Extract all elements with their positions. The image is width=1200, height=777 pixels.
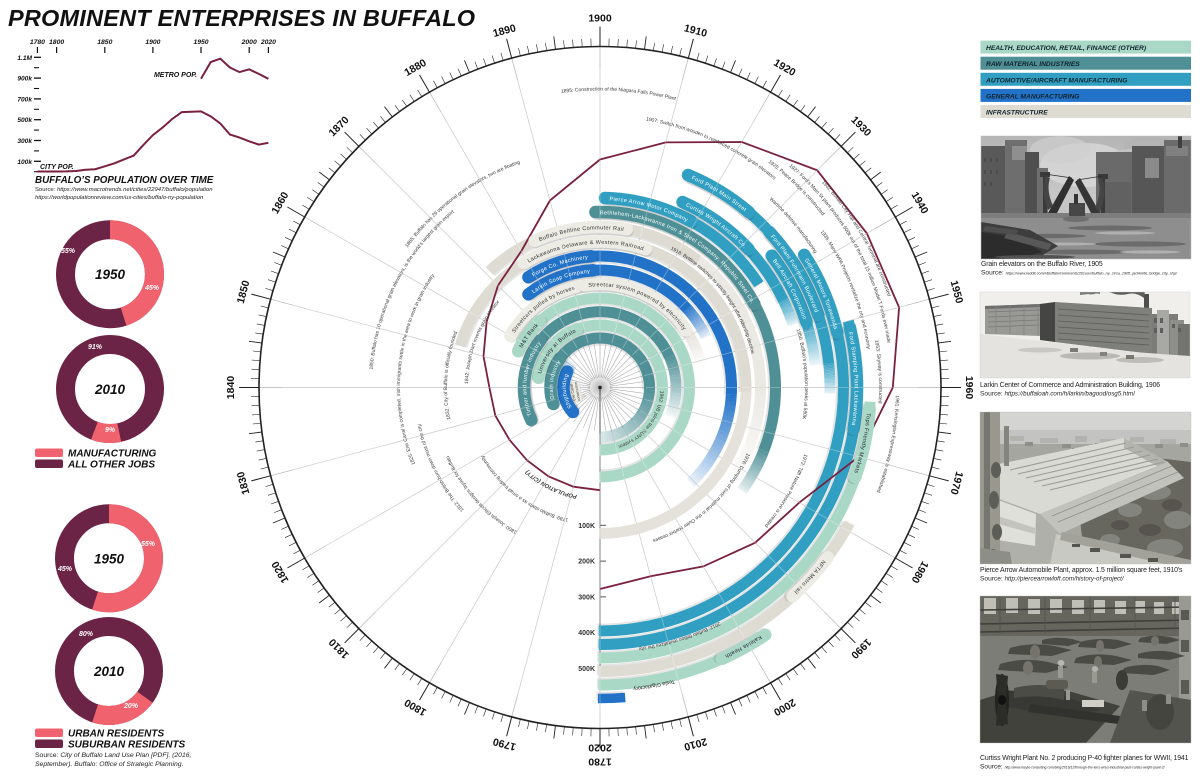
svg-text:Shipbuilding: Shipbuilding (562, 373, 574, 409)
svg-text:Larkin Center of Commerce and: Larkin Center of Commerce and Administra… (980, 382, 1160, 389)
svg-text:POPULATION (CITY): POPULATION (CITY) (525, 468, 578, 499)
svg-text:1961: Kensington Expressway is: 1961: Kensington Expressway is establish… (875, 395, 900, 493)
svg-text:2010: 2010 (94, 382, 126, 397)
svg-text:1890: 1890 (492, 22, 518, 40)
svg-text:1865: Buffalo has 29 operation: 1865: Buffalo has 29 operational grain e… (404, 159, 521, 248)
svg-text:45%: 45% (57, 566, 73, 573)
svg-text:Source: https://www.reddit.com: Source: https://www.reddit.com/r/Buffalo… (981, 270, 1178, 277)
svg-text:1840: 1840 (225, 376, 237, 400)
svg-text:300K: 300K (578, 594, 595, 601)
svg-text:100k: 100k (17, 159, 32, 166)
svg-text:September). Buffalo: Office of: September). Buffalo: Office of Strategic… (35, 761, 184, 768)
svg-text:Source: https://buffaloah.com/: Source: https://buffaloah.com/h/larkin/b… (980, 391, 1135, 398)
svg-text:1960: 1960 (963, 376, 975, 400)
svg-text:PROMINENT ENTERPRISES IN BUFFA: PROMINENT ENTERPRISES IN BUFFALO (8, 5, 475, 31)
svg-text:1932: Buffalo City Hall and Ce: 1932: Buffalo City Hall and Central Term… (820, 180, 892, 298)
svg-text:2010: 2010 (682, 735, 708, 753)
svg-text:1953: Skyway is constructed: 1953: Skyway is constructed (873, 340, 883, 404)
svg-text:METRO POP.: METRO POP. (154, 72, 197, 79)
svg-text:900k: 900k (17, 76, 32, 83)
svg-text:1780: 1780 (588, 756, 612, 768)
svg-text:1980: 1980 (908, 559, 930, 585)
svg-text:20%: 20% (123, 703, 139, 710)
svg-text:construction: construction (574, 382, 581, 402)
svg-text:200K: 200K (578, 559, 595, 566)
svg-text:MANUFACTURING: MANUFACTURING (68, 449, 157, 460)
svg-text:ALL OTHER JOBS: ALL OTHER JOBS (67, 460, 155, 471)
svg-text:1900: 1900 (145, 39, 160, 46)
svg-text:500k: 500k (17, 117, 32, 124)
svg-text:INFRASTRUCTURE: INFRASTRUCTURE (986, 110, 1048, 117)
svg-text:1850: 1850 (235, 279, 253, 305)
svg-text:1850: 1850 (97, 39, 112, 46)
svg-text:1790: 1790 (492, 735, 518, 753)
svg-text:100K: 100K (578, 523, 595, 530)
svg-text:URBAN RESIDENTS: URBAN RESIDENTS (68, 729, 164, 740)
svg-text:GENERAL MANUFACTURING: GENERAL MANUFACTURING (986, 93, 1080, 100)
svg-text:1780: 1780 (30, 39, 45, 46)
svg-text:https://worldpopulationreview.: https://worldpopulationreview.com/us-cit… (35, 195, 204, 201)
svg-text:2020: 2020 (260, 39, 276, 46)
svg-text:Erie Canal: Erie Canal (569, 384, 576, 401)
svg-text:1860: 1860 (269, 190, 291, 216)
svg-text:1950: 1950 (948, 279, 966, 305)
svg-text:AUTOMOTIVE/AIRCRAFT MANUFACTUR: AUTOMOTIVE/AIRCRAFT MANUFACTURING (985, 77, 1127, 84)
svg-text:Pierce Arrow Automobile Plant,: Pierce Arrow Automobile Plant, approx. 1… (980, 567, 1183, 574)
svg-text:Source: http://piercearrowloft: Source: http://piercearrowloft.com/histo… (980, 576, 1125, 583)
svg-text:Source: https://www.macrotrend: Source: https://www.macrotrends.net/citi… (35, 187, 213, 193)
svg-text:1820: 1820 (269, 559, 291, 585)
svg-text:2000: 2000 (241, 39, 257, 46)
svg-text:1910: 1910 (683, 22, 709, 40)
svg-text:1940: 1940 (909, 190, 931, 216)
svg-text:300k: 300k (17, 138, 32, 145)
svg-text:1800: 1800 (49, 39, 64, 46)
svg-text:1.1M: 1.1M (17, 55, 32, 62)
svg-text:1950: 1950 (94, 551, 125, 566)
svg-text:HEALTH, EDUCATION, RETAIL, FIN: HEALTH, EDUCATION, RETAIL, FINANCE (OTHE… (986, 45, 1147, 52)
svg-text:45%: 45% (144, 285, 160, 292)
svg-text:Grain elevators on the Buffalo: Grain elevators on the Buffalo River, 19… (981, 261, 1103, 268)
svg-text:700k: 700k (17, 96, 32, 103)
svg-text:55%: 55% (61, 248, 76, 255)
svg-text:Source: City of Buffalo Land U: Source: City of Buffalo Land Use Plan [P… (35, 752, 192, 759)
svg-text:1970: 1970 (948, 470, 966, 496)
svg-text:1830: 1830 (235, 470, 253, 496)
svg-text:400K: 400K (578, 630, 595, 637)
svg-text:55%: 55% (141, 541, 156, 548)
svg-text:9%: 9% (105, 427, 116, 434)
svg-text:1907: Switch from wooden to re: 1907: Switch from wooden to reinforced c… (646, 116, 778, 181)
svg-text:1812: The British burn down mo: 1812: The British burn down most of the … (417, 423, 466, 513)
svg-text:2010: 2010 (93, 664, 125, 679)
svg-text:80%: 80% (79, 631, 94, 638)
svg-text:91%: 91% (88, 344, 103, 351)
svg-text:BUFFALO’S POPULATION OVER TIME: BUFFALO’S POPULATION OVER TIME (35, 175, 214, 186)
svg-text:1800: 1800 (402, 696, 428, 718)
svg-text:1950: 1950 (193, 39, 208, 46)
svg-text:CITY POP.: CITY POP. (40, 164, 74, 171)
svg-text:Curtiss Wright Plant No. 2 pro: Curtiss Wright Plant No. 2 producing P-4… (980, 755, 1189, 762)
svg-text:Source: http://www.insyte-cons: Source: http://www.insyte-consulting.com… (980, 764, 1166, 771)
svg-text:1880: 1880 (402, 57, 428, 79)
svg-text:SUBURBAN RESIDENTS: SUBURBAN RESIDENTS (68, 740, 186, 751)
svg-text:1800: Joseph Ellicott designs: 1800: Joseph Ellicott designs layout for… (445, 454, 518, 534)
svg-text:500K: 500K (578, 666, 595, 673)
svg-text:1920: 1920 (771, 57, 797, 79)
svg-text:1895: Construction of the Niag: 1895: Construction of the Niagara Falls … (561, 86, 677, 102)
svg-text:RAW MATERIAL INDUSTRIES: RAW MATERIAL INDUSTRIES (986, 61, 1080, 68)
svg-text:2000: 2000 (771, 696, 797, 718)
svg-text:1950: 1950 (95, 267, 126, 282)
svg-text:1900: 1900 (588, 13, 612, 25)
svg-text:2020: 2020 (588, 742, 612, 754)
